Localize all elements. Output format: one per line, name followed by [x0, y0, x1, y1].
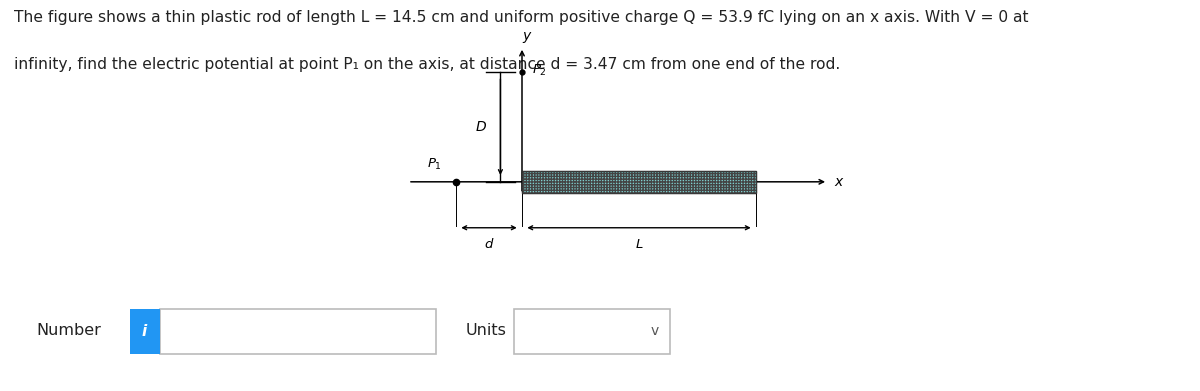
Bar: [130, 309, 160, 354]
Text: x: x: [834, 175, 842, 189]
Text: $P_1$: $P_1$: [427, 157, 442, 172]
Text: L: L: [635, 237, 643, 251]
Text: i: i: [142, 324, 148, 339]
Text: Number: Number: [36, 323, 101, 338]
Text: infinity, find the electric potential at point P₁ on the axis, at distance d = 3: infinity, find the electric potential at…: [14, 57, 841, 72]
Bar: [160, 309, 436, 354]
Text: Units: Units: [466, 323, 506, 338]
Bar: [522, 171, 756, 192]
Text: $P_2$: $P_2$: [532, 63, 546, 78]
Text: v: v: [652, 325, 659, 338]
Text: D: D: [475, 120, 486, 134]
Text: The figure shows a thin plastic rod of length L = 14.5 cm and uniform positive c: The figure shows a thin plastic rod of l…: [14, 10, 1028, 25]
Bar: [514, 309, 670, 354]
Bar: [522, 171, 756, 192]
Text: y: y: [523, 29, 530, 43]
Text: d: d: [485, 237, 493, 251]
